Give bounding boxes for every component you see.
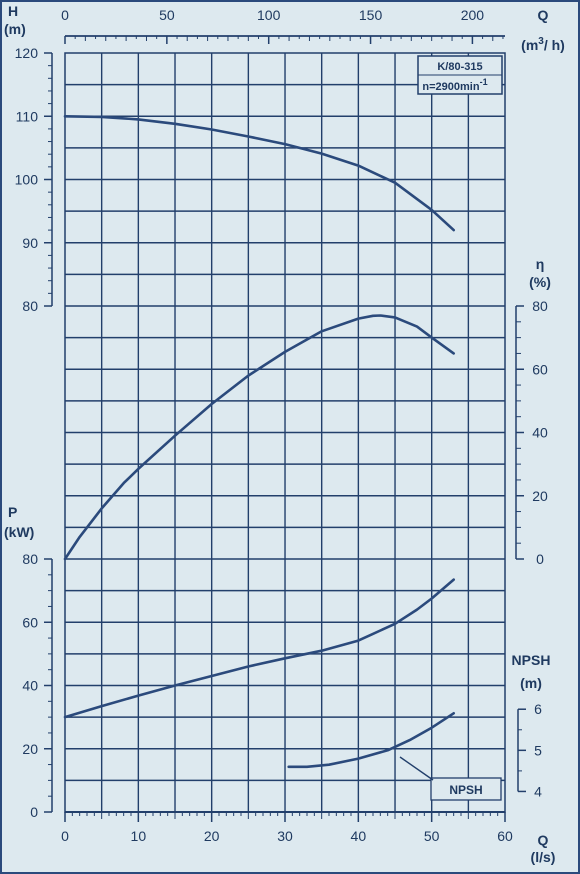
head-curve <box>63 115 456 232</box>
npsh-tick-label: 6 <box>534 701 542 717</box>
speed-label: n=2900min-1 <box>422 77 487 93</box>
npsh-tick-label: 5 <box>534 742 542 758</box>
npsh-callout-leader <box>399 756 434 781</box>
efficiency-tick-label: 40 <box>532 425 548 441</box>
q-m3h-tick-label: 0 <box>61 7 69 23</box>
power-curve <box>63 578 456 719</box>
power-tick-label: 80 <box>22 551 38 567</box>
npsh-curve <box>287 711 456 769</box>
q-m3h-tick-label: 150 <box>359 7 383 23</box>
curves <box>63 115 456 769</box>
model-info-box: K/80-315 n=2900min-1 <box>417 55 503 95</box>
q-m3h-axis-unit: (m3/ h) <box>521 36 565 53</box>
grid <box>64 52 506 813</box>
q-ls-tick-label: 10 <box>131 828 147 844</box>
model-name: K/80-315 <box>437 61 482 73</box>
power-axis-unit: (kW) <box>4 524 34 540</box>
q-ls-tick-label: 50 <box>424 828 440 844</box>
efficiency-tick-label: 60 <box>532 361 548 377</box>
q-ls-axis-title: Q <box>538 832 549 848</box>
q-m3h-tick-label: 100 <box>257 7 281 23</box>
q-ls-tick-label: 60 <box>497 828 513 844</box>
npsh-callout: NPSH <box>399 756 502 801</box>
labels: 0 10 20 30 40 50 60 Q(l/s)0 50 100 150 200 Q(m3/ h)8… <box>4 3 565 865</box>
power-axis-title: P <box>8 504 17 520</box>
head-tick-label: 120 <box>15 45 39 61</box>
head-axis-unit: (m) <box>4 21 26 37</box>
power-tick-label: 40 <box>22 678 38 694</box>
npsh-callout-label: NPSH <box>449 783 482 797</box>
head-tick-label: 90 <box>22 235 38 251</box>
q-ls-tick-label: 30 <box>277 828 293 844</box>
axes <box>44 35 526 822</box>
q-m3h-tick-label: 200 <box>461 7 485 23</box>
head-tick-label: 80 <box>22 298 38 314</box>
efficiency-curve <box>63 314 456 561</box>
power-tick-label: 20 <box>22 741 38 757</box>
efficiency-axis-title: η <box>536 256 545 272</box>
head-tick-label: 100 <box>15 172 39 188</box>
q-ls-axis-unit: (l/s) <box>531 849 556 865</box>
npsh-axis-title: NPSH <box>512 652 551 668</box>
q-m3h-tick-label: 50 <box>159 7 175 23</box>
npsh-axis-unit: (m) <box>520 675 542 691</box>
power-tick-label: 60 <box>22 614 38 630</box>
q-ls-tick-label: 20 <box>204 828 220 844</box>
q-m3h-axis-title: Q <box>538 7 549 23</box>
q-ls-tick-label: 0 <box>61 828 69 844</box>
efficiency-axis-unit: (%) <box>529 274 551 290</box>
efficiency-tick-label: 20 <box>532 488 548 504</box>
head-axis-title: H <box>8 3 18 19</box>
npsh-callout-box <box>430 777 502 801</box>
head-tick-label: 110 <box>16 108 39 124</box>
efficiency-tick-label: 0 <box>536 551 544 567</box>
efficiency-tick-label: 80 <box>532 298 548 314</box>
power-tick-label: 0 <box>30 804 38 820</box>
npsh-tick-label: 4 <box>534 783 542 799</box>
q-ls-tick-label: 40 <box>351 828 367 844</box>
